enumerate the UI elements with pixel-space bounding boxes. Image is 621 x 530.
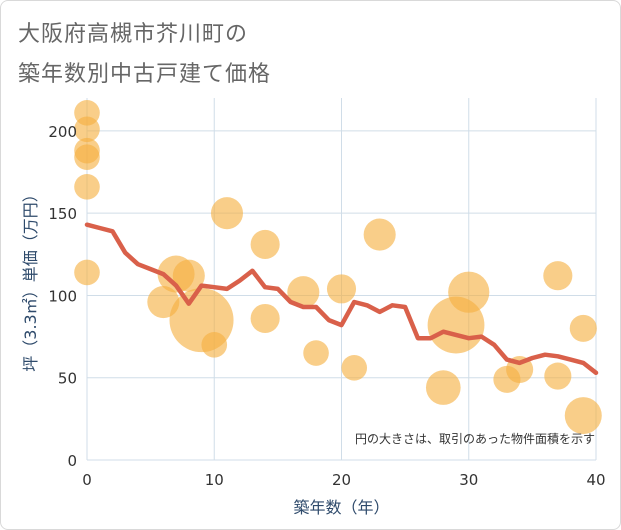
bubble-point	[250, 229, 280, 259]
bubble-point	[543, 261, 573, 291]
y-tick-label: 0	[67, 452, 77, 470]
x-tick-label: 30	[459, 471, 478, 489]
x-tick-label: 40	[586, 471, 605, 489]
trend-line	[84, 222, 599, 376]
bubble-point	[74, 174, 100, 200]
bubble-point	[210, 197, 244, 230]
bubble-point	[74, 116, 100, 143]
bubble-point	[250, 303, 280, 334]
y-tick-label: 50	[58, 370, 77, 388]
x-tick-label: 20	[332, 471, 351, 489]
bubble-point	[564, 397, 602, 435]
y-tick-label: 200	[48, 123, 77, 141]
bubble-point	[448, 271, 490, 313]
y-tick-label: 150	[48, 205, 77, 223]
bubble-point	[201, 332, 228, 358]
bubble-point	[74, 259, 100, 286]
x-tick-label: 10	[205, 471, 224, 489]
bubble-point	[425, 370, 461, 405]
average-price-line	[84, 222, 599, 376]
bubble-size-note: 円の大きさは、取引のあった物件面積を示す	[355, 431, 595, 446]
x-axis-label: 築年数（年）	[293, 498, 389, 517]
bubble-point	[287, 276, 320, 309]
chart-title-line1: 大阪府高槻市芥川町の	[18, 22, 249, 47]
bubble-point	[326, 274, 357, 304]
y-axis-label: 坪（3.3㎡）単価（万円）	[21, 186, 40, 371]
bubble-point	[363, 218, 396, 251]
x-tick-label: 0	[82, 471, 92, 489]
axis-ticks: 0 50 100 150 200 0 10 20 30 40	[48, 123, 605, 489]
bubbles	[74, 100, 602, 435]
bubble-point	[172, 259, 205, 292]
bubble-point	[341, 355, 368, 381]
bubble-point	[303, 340, 329, 366]
chart-title-line2: 築年数別中古戸建て価格	[18, 62, 272, 87]
bubble-point	[569, 314, 597, 342]
y-tick-label: 100	[48, 287, 77, 305]
bubble-point	[544, 362, 572, 390]
bubble-point	[74, 144, 100, 171]
